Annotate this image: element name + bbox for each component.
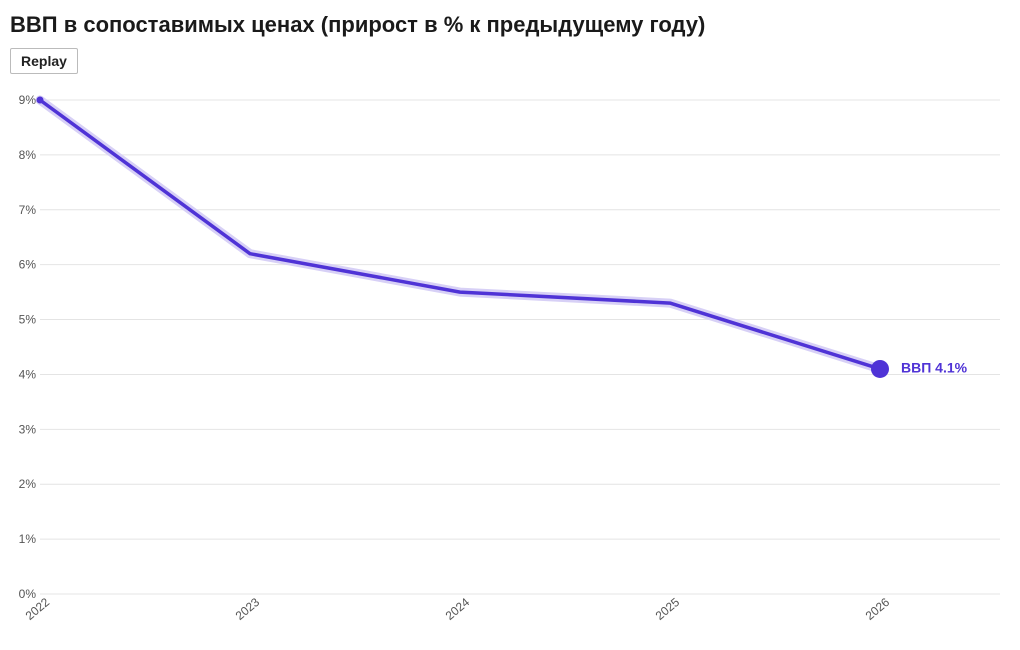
x-tick-label: 2026 [863,595,893,623]
series-end-marker [871,360,889,378]
y-tick-label: 9% [19,93,37,107]
series-line [40,100,880,369]
y-tick-label: 2% [19,477,37,491]
x-tick-label: 2023 [233,595,263,623]
x-tick-label: 2025 [653,595,683,623]
replay-button[interactable]: Replay [10,48,78,74]
y-tick-label: 3% [19,422,37,436]
y-tick-label: 4% [19,367,37,381]
line-chart-svg: 0%1%2%3%4%5%6%7%8%9%20222023202420252026… [10,82,1010,642]
series-start-marker [37,97,44,104]
y-tick-label: 6% [19,258,37,272]
y-tick-label: 8% [19,148,37,162]
y-tick-label: 1% [19,532,37,546]
chart-title: ВВП в сопоставимых ценах (прирост в % к … [10,12,1010,38]
chart-area: 0%1%2%3%4%5%6%7%8%9%20222023202420252026… [10,82,1010,642]
series-end-label: ВВП 4.1% [901,360,968,376]
x-tick-label: 2024 [443,595,473,623]
y-tick-label: 0% [19,587,37,601]
y-tick-label: 7% [19,203,37,217]
y-tick-label: 5% [19,313,37,327]
